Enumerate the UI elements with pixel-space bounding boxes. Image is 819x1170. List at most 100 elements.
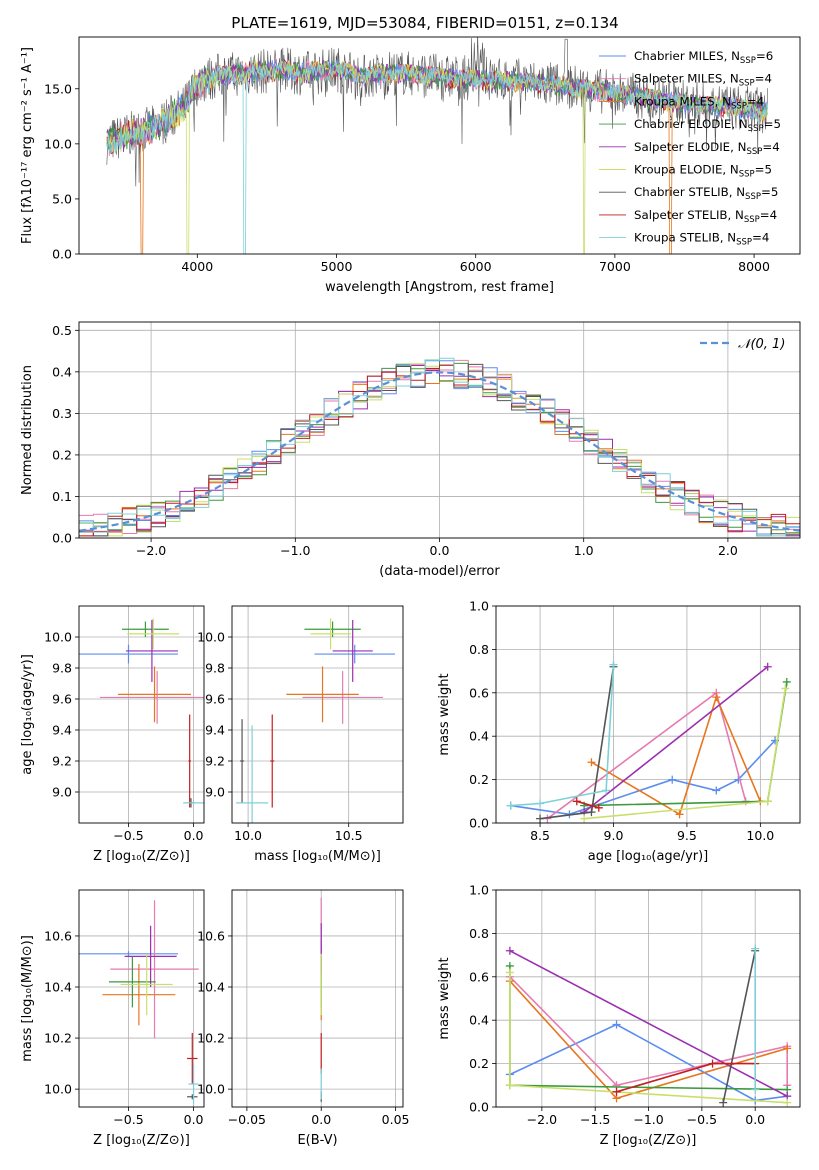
x-tick-label: 8000 (738, 259, 770, 274)
legend-label: Chabrier ELODIE, NSSP=5 (634, 117, 781, 134)
x-axis-label: E(B-V) (297, 1133, 337, 1148)
errorbar-chabrier_miles (314, 644, 395, 664)
weight-point-kroupa_elodie (505, 968, 514, 977)
x-tick-label: −1.0 (280, 543, 310, 558)
y-axis-label: mass weight (437, 957, 452, 1039)
legend-label: Chabrier STELIB, NSSP=5 (634, 185, 778, 202)
legend-label-tail: =5 (755, 163, 772, 177)
spectrum-kroupa_elodie (106, 59, 768, 254)
errorbar-kroupa_elodie (120, 953, 173, 1016)
x-tick-label: 0.0 (745, 1112, 765, 1127)
weight-line-kroupa_stelib (510, 664, 615, 807)
spectrum-kroupa_stelib (106, 60, 768, 254)
errorbar-kroupa_stelib (188, 1063, 199, 1105)
weight-point-salpeter_stelib (572, 797, 581, 806)
x-tick-label: 0.0 (311, 1112, 331, 1127)
x-tick-label: 0.0 (184, 1112, 204, 1127)
weight-line-chabrier_stelib (722, 950, 756, 1103)
weight-point-kroupa_stelib (536, 799, 545, 808)
weight-point-salpeter_stelib (612, 1087, 621, 1096)
x-tick-label: 1.0 (574, 543, 594, 558)
legend-label: Salpeter ELODIE, NSSP=4 (634, 140, 780, 157)
y-tick-label: 1.0 (469, 599, 489, 614)
x-tick-label: −0.05 (228, 1112, 266, 1127)
x-axis-label: age [log₁₀(age/yr)] (588, 849, 709, 864)
legend-label-tail: =4 (755, 72, 772, 86)
weight-point-chabrier_stelib (587, 808, 596, 817)
y-tick-label: 9.0 (205, 785, 225, 800)
x-tick-label: 0.0 (430, 543, 450, 558)
x-tick-label: −2.0 (136, 543, 166, 558)
x-axis-label: Z [log₁₀(Z/Z⊙)] (600, 1133, 697, 1148)
y-tick-label: 0.8 (469, 642, 489, 657)
weight-line-chabrier_miles (510, 739, 776, 816)
plot-frame (78, 321, 801, 539)
y-tick-label: 0.6 (469, 969, 489, 984)
errorbar-kroupa_elodie (127, 618, 180, 650)
histogram-kroupa_miles (79, 366, 800, 537)
legend-label-main: Salpeter ELODIE, N (634, 140, 746, 154)
legend-label-sub: SSP (731, 101, 747, 111)
weight-point-salpeter_elodie (763, 662, 772, 671)
y-axis-label: Flux [fλ10⁻¹⁷ erg cm⁻² s⁻¹ A⁻¹] (20, 47, 35, 244)
y-tick-label: 0.4 (469, 729, 489, 744)
weight-point-kroupa_elodie (763, 797, 772, 806)
spectrum-axes: 4000 5000 6000 7000 8000 0.0 5.0 10.0 15.0 wavele… (20, 47, 770, 295)
plot-frame (78, 605, 205, 824)
errorbar-salpeter_elodie (332, 619, 373, 682)
weight-point-chabrier_miles (668, 775, 677, 784)
y-axis-label: age [log₁₀(age/yr)] (20, 654, 35, 775)
x-tick-label: −0.5 (687, 1112, 717, 1127)
weight-line-salpeter_stelib (576, 800, 600, 809)
errorbar-salpeter_elodie (125, 619, 178, 682)
legend-label-sub: SSP (744, 215, 760, 225)
y-tick-label: 9.8 (52, 661, 72, 676)
legend-label: Kroupa MILES, NSSP=4 (634, 94, 764, 111)
legend-label-sub: SSP (748, 124, 764, 134)
weight-point-kroupa_stelib (609, 660, 618, 669)
errorbar-salpeter_miles (110, 900, 199, 1039)
y-tick-label: 0.8 (469, 926, 489, 941)
y-tick-label: 0.2 (52, 447, 72, 462)
legend-label-main: Kroupa MILES, N (634, 94, 731, 108)
weight-point-salpeter_stelib (708, 1059, 717, 1068)
errorbar-chabrier_miles (79, 644, 178, 664)
normal-curve (78, 371, 801, 532)
figure-title: PLATE=1619, MJD=53084, FIBERID=0151, z=0… (231, 14, 618, 32)
y-tick-label: 10.0 (44, 136, 72, 151)
errorbar-kroupa_stelib (236, 725, 269, 823)
x-axis-label: Z [log₁₀(Z/Z⊙)] (93, 1133, 190, 1148)
weight-point-kroupa_miles (712, 693, 721, 702)
x-tick-label: −0.5 (113, 828, 143, 843)
x-axis-label: Z [log₁₀(Z/Z⊙)] (93, 849, 190, 864)
histogram-kroupa_stelib (79, 357, 800, 537)
weight-line-chabrier_miles (509, 1023, 788, 1102)
legend-label: Kroupa ELODIE, NSSP=5 (634, 163, 772, 180)
plot-frame (495, 605, 801, 824)
legend-label-tail: =6 (756, 49, 773, 63)
weight_vs_age-axes: 8.5 9.0 9.5 10.0 0.0 0.2 0.4 0.6 0.8 1.0 age [log₁… (437, 599, 800, 864)
legend-label-sub: SSP (740, 56, 756, 66)
legend-label: Salpeter STELIB, NSSP=4 (634, 208, 777, 225)
x-tick-label: 7000 (599, 259, 631, 274)
weight-point-kroupa_elodie (781, 684, 790, 693)
x-tick-label: 2.0 (718, 543, 738, 558)
legend-label-sub: SSP (739, 170, 755, 180)
mass_vs_Z-axes: −0.5 0.0 10.0 10.2 10.4 10.6 Z [log₁₀(Z/Z⊙)] ma… (20, 890, 204, 1148)
legend-label-tail: =4 (762, 140, 779, 154)
legend-label-sub: SSP (745, 192, 761, 202)
plot-frame (78, 36, 801, 255)
x-tick-label: 0.0 (184, 828, 204, 843)
legend-label-main: Kroupa STELIB, N (634, 231, 736, 245)
y-tick-label: 9.0 (52, 785, 72, 800)
x-tick-label: 8.5 (530, 828, 550, 843)
weight-line-kroupa_miles (591, 694, 762, 816)
weight-point-salpeter_stelib (594, 803, 603, 812)
normal-legend-label: 𝒩(0, 1) (738, 337, 785, 352)
errorbar-chabrier_stelib (187, 1094, 198, 1100)
y-axis-label: mass weight (437, 673, 452, 755)
x-tick-label: 9.5 (677, 828, 697, 843)
weight-point-chabrier_miles (612, 1020, 621, 1029)
x-tick-label: 9.0 (604, 828, 624, 843)
